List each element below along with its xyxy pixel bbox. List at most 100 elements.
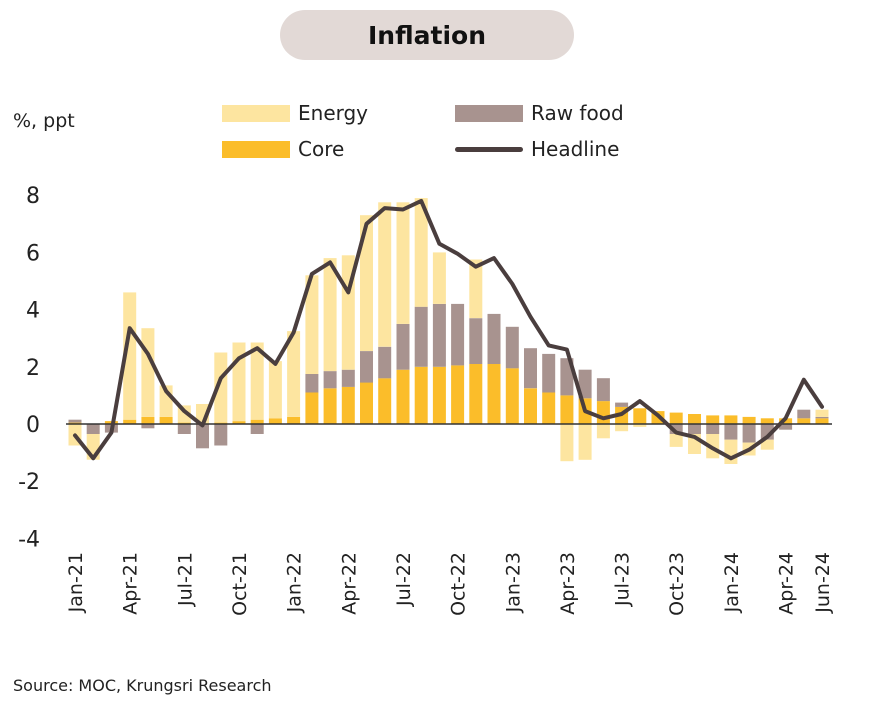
bar-energy-nov-21 <box>250 342 264 420</box>
bar-core-jan-23 <box>505 368 519 424</box>
bar-core-nov-21 <box>250 419 264 424</box>
y-tick-label: -4 <box>18 527 40 552</box>
x-tick-label: Apr-24 <box>776 552 798 615</box>
bar-core-jun-22 <box>378 378 392 424</box>
legend-swatch-raw-food <box>455 104 523 122</box>
bar-raw-food-jan-21 <box>68 419 82 423</box>
bar-raw-food-jul-23 <box>615 402 629 407</box>
bar-energy-may-22 <box>360 215 373 351</box>
bar-raw-food-aug-22 <box>414 306 428 367</box>
y-tick-label: 8 <box>26 184 40 209</box>
x-tick-label: Jul-21 <box>174 552 196 607</box>
bar-energy-feb-22 <box>305 275 319 374</box>
legend-line-headline <box>455 146 523 152</box>
bar-core-dec-23 <box>706 415 720 424</box>
bar-raw-food-feb-23 <box>524 348 537 389</box>
bar-core-dec-21 <box>268 418 282 424</box>
y-axis-unit-label: %, ppt <box>13 110 75 132</box>
bar-energy-dec-21 <box>268 361 282 419</box>
bar-energy-jun-24 <box>815 409 829 417</box>
x-tick-label: Oct-21 <box>229 552 251 616</box>
bar-raw-food-apr-24 <box>779 424 793 430</box>
bar-core-oct-22 <box>451 365 465 424</box>
headline-line <box>73 198 824 461</box>
bar-energy-may-23 <box>578 424 592 460</box>
bar-core-jun-21 <box>159 416 173 425</box>
bar-core-jan-22 <box>287 416 301 425</box>
x-tick-label: Apr-23 <box>557 552 579 615</box>
bar-core-dec-22 <box>487 363 501 424</box>
bar-core-feb-23 <box>524 388 537 425</box>
bar-core-jun-23 <box>596 401 610 424</box>
bar-raw-food-dec-23 <box>706 424 720 434</box>
bar-raw-food-jan-24 <box>724 424 738 440</box>
bar-energy-apr-21 <box>123 292 137 420</box>
bar-core-aug-22 <box>414 366 428 424</box>
bar-energy-jan-22 <box>287 331 301 417</box>
y-tick-label: 0 <box>26 413 40 438</box>
bar-raw-food-jan-23 <box>505 326 519 369</box>
bar-raw-food-jun-23 <box>596 378 610 402</box>
bar-raw-food-apr-22 <box>341 369 355 387</box>
legend-label-headline: Headline <box>531 137 620 161</box>
bar-core-apr-23 <box>560 395 574 424</box>
bar-raw-food-mar-22 <box>323 371 337 389</box>
x-tick-label: Jan-24 <box>721 552 743 613</box>
y-tick-labels: 8 6 4 2 0 -2 -4 <box>18 184 40 552</box>
bar-energy-mar-22 <box>323 258 337 372</box>
legend-label-raw-food: Raw food <box>531 101 624 125</box>
bar-core-aug-23 <box>633 408 647 424</box>
bar-core-feb-22 <box>305 392 319 424</box>
legend-swatch-core <box>222 140 290 158</box>
bar-raw-food-oct-23 <box>669 424 683 434</box>
chart-title: Inflation <box>368 20 486 50</box>
x-tick-label: Jan-22 <box>284 552 306 613</box>
bar-energy-sep-22 <box>432 252 446 304</box>
bar-core-nov-23 <box>688 414 701 424</box>
bar-core-mar-24 <box>760 418 774 424</box>
bar-core-may-21 <box>141 416 155 425</box>
x-tick-label: Jul-22 <box>393 552 415 607</box>
bar-raw-food-sep-22 <box>432 303 446 367</box>
bar-layer <box>68 198 829 464</box>
legend-item-raw-food: Raw food <box>455 101 624 125</box>
bar-energy-jan-24 <box>724 439 738 464</box>
legend-item-energy: Energy <box>222 101 368 125</box>
bar-energy-mar-24 <box>760 439 774 450</box>
y-tick-label: 6 <box>26 241 40 266</box>
source-note: Source: MOC, Krungsri Research <box>13 676 272 695</box>
x-tick-label: Jan-21 <box>65 552 87 613</box>
bar-raw-food-nov-22 <box>469 318 483 364</box>
chart-title-pill: Inflation <box>280 10 574 60</box>
bar-raw-food-may-24 <box>797 409 811 419</box>
bar-raw-food-aug-21 <box>196 424 209 449</box>
bar-energy-apr-23 <box>560 424 574 462</box>
bar-core-oct-23 <box>669 412 683 424</box>
bar-core-apr-21 <box>123 419 137 424</box>
bar-core-jun-24 <box>815 418 829 424</box>
bar-raw-food-mar-23 <box>542 353 556 393</box>
bar-raw-food-jun-24 <box>815 416 829 419</box>
bar-raw-food-may-22 <box>360 351 373 383</box>
bar-raw-food-oct-22 <box>451 303 465 366</box>
bar-energy-aug-22 <box>414 198 428 307</box>
bar-core-oct-21 <box>232 421 246 424</box>
x-tick-label: Jun-24 <box>812 552 834 614</box>
bar-core-jan-24 <box>724 415 738 424</box>
bar-energy-aug-23 <box>633 424 647 427</box>
bar-raw-food-sep-21 <box>214 424 228 446</box>
bar-energy-oct-23 <box>669 434 683 447</box>
bar-energy-jun-22 <box>378 202 392 347</box>
bar-core-feb-24 <box>742 416 756 425</box>
x-tick-labels: Jan-21 Apr-21 Jul-21 Oct-21 Jan-22 Apr-22 Jul-… <box>65 552 834 616</box>
bar-energy-jun-23 <box>596 424 610 439</box>
bar-raw-food-feb-21 <box>86 424 100 434</box>
y-tick-label: 2 <box>26 356 40 381</box>
x-tick-label: Oct-23 <box>666 552 688 616</box>
bar-energy-jul-22 <box>396 202 410 324</box>
bar-core-sep-22 <box>432 366 446 424</box>
headline-line-layer <box>73 198 824 461</box>
bar-core-mar-22 <box>323 388 337 425</box>
bar-core-apr-22 <box>341 386 355 424</box>
